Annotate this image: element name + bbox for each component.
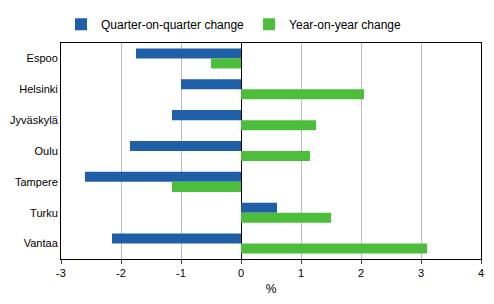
svg-text:Espoo: Espoo [27,52,58,64]
svg-text:Vantaa: Vantaa [24,237,59,249]
svg-text:Turku: Turku [30,207,58,219]
svg-text:Helsinki: Helsinki [19,83,58,95]
svg-text:-3: -3 [56,267,66,279]
svg-text:Tampere: Tampere [15,176,58,188]
svg-text:3: 3 [418,267,424,279]
svg-text:-1: -1 [176,267,186,279]
svg-text:1: 1 [298,267,304,279]
svg-text:Year-on-year change: Year-on-year change [289,18,401,32]
svg-text:%: % [266,282,277,296]
svg-text:Quarter-on-quarter change: Quarter-on-quarter change [101,18,244,32]
svg-text:4: 4 [478,267,484,279]
svg-text:Oulu: Oulu [35,145,58,157]
svg-text:-2: -2 [116,267,126,279]
svg-text:0: 0 [238,267,244,279]
svg-text:Jyväskylä: Jyväskylä [10,114,59,126]
svg-text:2: 2 [358,267,364,279]
